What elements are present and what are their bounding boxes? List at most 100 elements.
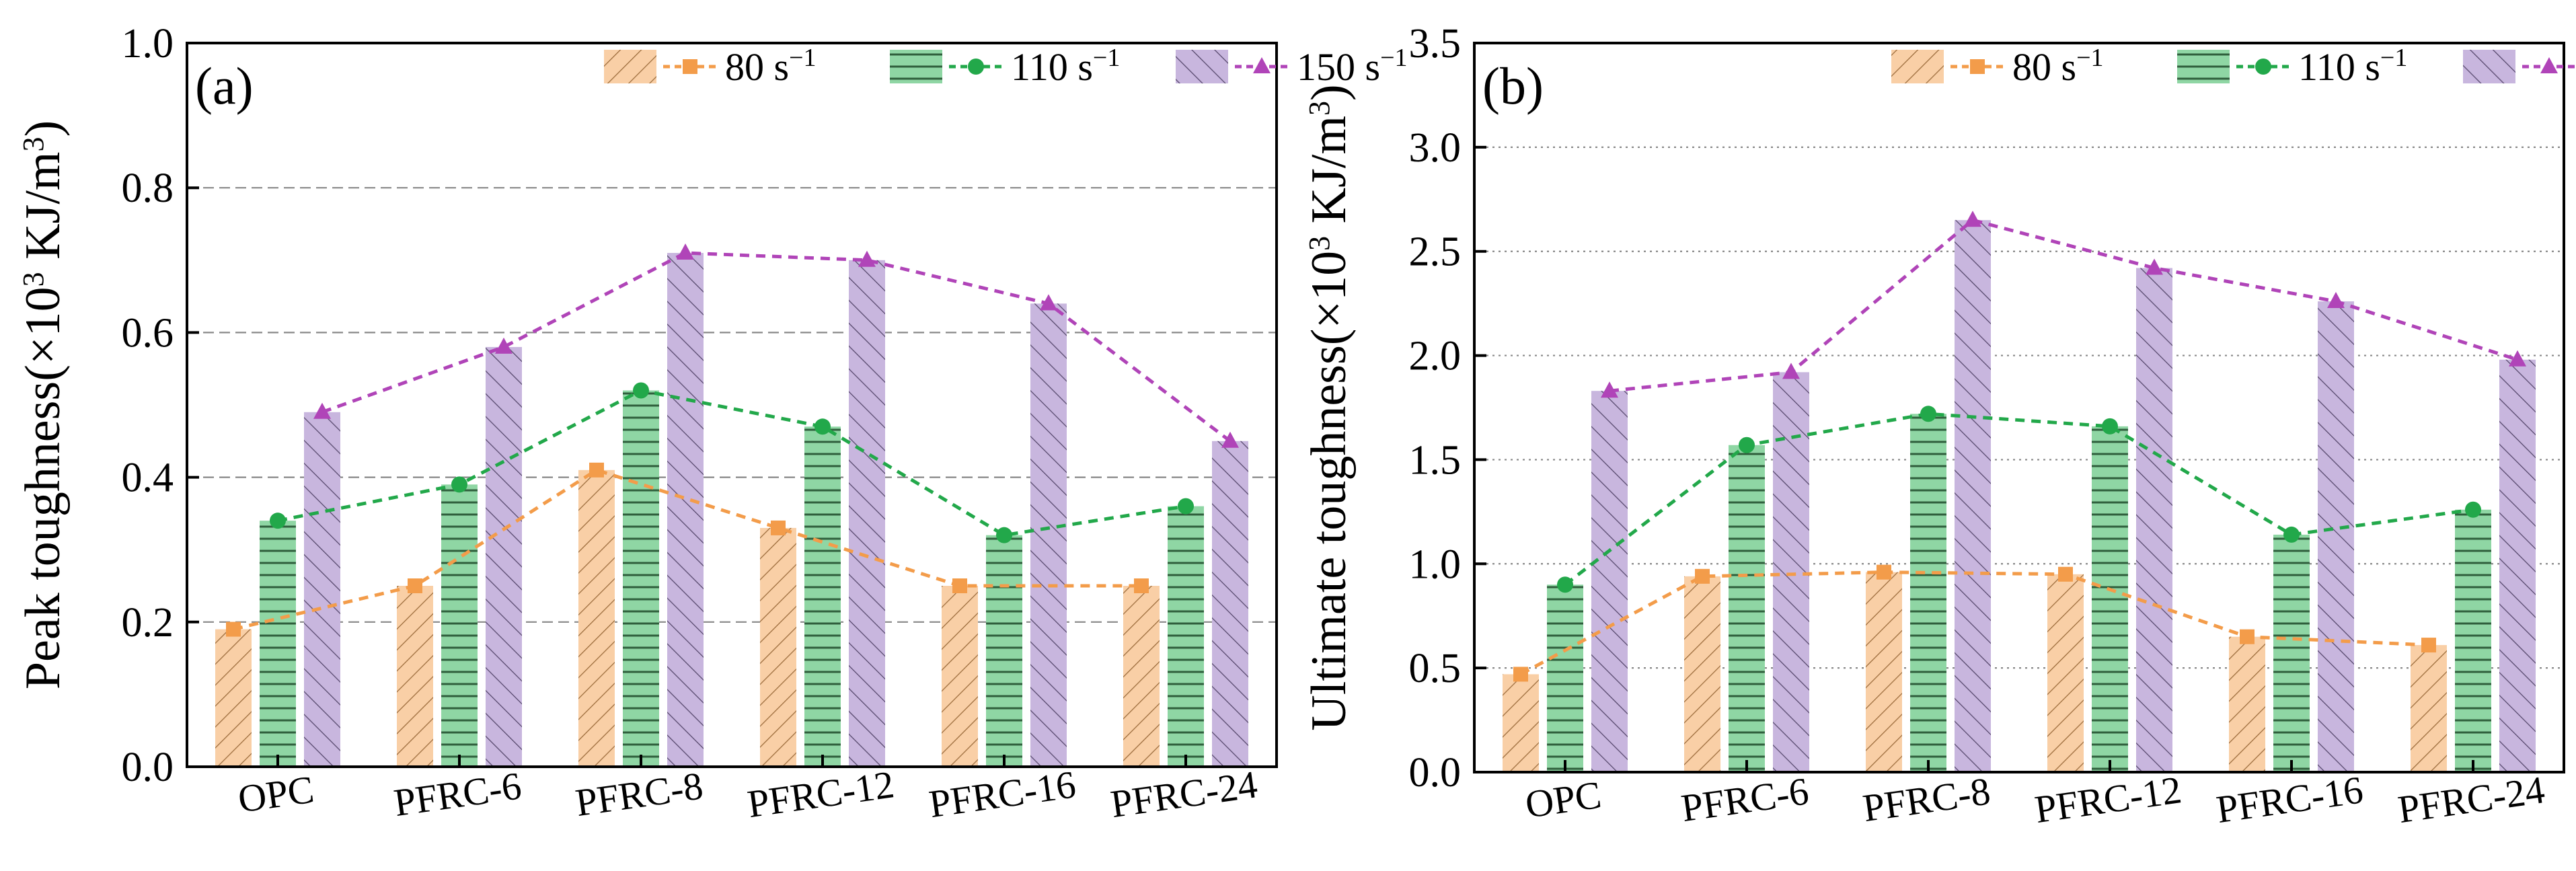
point-110-4 (996, 527, 1012, 543)
legend-marker-110 (968, 59, 984, 75)
bar-hatch-110-1 (1729, 445, 1765, 772)
point-110-1 (451, 476, 467, 493)
y-axis-label-text: Ultimate toughness(×10 (1301, 251, 1357, 731)
point-150-3 (2146, 258, 2163, 275)
legend-swatch-hatch-150 (1176, 50, 1228, 83)
point-150-0 (313, 402, 331, 419)
legend-label-text: 150 s (1297, 45, 1380, 89)
legend-label-text: 80 s (2012, 45, 2076, 89)
point-150-1 (1782, 363, 1800, 379)
legend-swatch-hatch-80 (604, 50, 656, 83)
legend-label-superscript: −1 (2076, 44, 2103, 72)
bar-hatch-80-5 (2411, 645, 2447, 772)
series-line-110 (277, 388, 1186, 537)
point-150-2 (677, 243, 694, 260)
bar-hatch-150-1 (1773, 372, 1809, 772)
legend-label-80: 80 s−1 (2012, 44, 2104, 89)
panel-label: (a) (195, 56, 254, 115)
bar-hatch-110-2 (1910, 414, 1946, 772)
bar-hatch-110-0 (1547, 584, 1583, 772)
x-tick-label: PFRC-24 (1108, 762, 1260, 826)
bar-hatch-150-2 (1955, 220, 1991, 772)
y-tick-label: 2.0 (1409, 334, 1462, 379)
legend-marker-150 (1253, 57, 1271, 73)
x-tick-label: OPC (1523, 773, 1604, 827)
axes-frame (1473, 42, 2565, 773)
point-110-5 (2465, 501, 2481, 518)
y-axis-label-superscript: 3 (1303, 101, 1336, 116)
bar-hatch-110-1 (441, 484, 478, 767)
legend-label-superscript: −1 (2380, 44, 2407, 72)
bar-hatch-80-1 (1684, 576, 1720, 772)
bar-hatch-80-0 (215, 629, 252, 767)
bar-hatch-150-5 (2499, 359, 2536, 772)
point-80-0 (1513, 667, 1528, 682)
y-axis-label-superscript: 3 (17, 137, 50, 152)
y-tick-label: 3.5 (1409, 21, 1462, 67)
bar-hatch-150-3 (849, 260, 885, 767)
legend-marker-80 (683, 59, 697, 74)
bar-hatch-80-4 (942, 586, 978, 767)
point-110-2 (633, 382, 649, 399)
bar-hatch-150-4 (1030, 303, 1067, 767)
bar-hatch-80-1 (397, 586, 433, 767)
point-80-0 (226, 621, 241, 637)
series-line-80 (1519, 570, 2429, 676)
legend-marker-80 (1970, 59, 1985, 74)
point-80-1 (1695, 568, 1710, 584)
bar-hatch-150-0 (1591, 391, 1628, 772)
y-axis-label-text: KJ/m (1301, 116, 1357, 236)
legend-swatch-hatch-110 (890, 50, 942, 83)
legend-swatch-hatch-80 (1891, 50, 1944, 83)
point-110-0 (270, 513, 286, 529)
point-80-4 (952, 578, 967, 593)
y-axis-label-text: ) (1301, 84, 1357, 101)
point-110-3 (2102, 418, 2118, 434)
series-line-150 (321, 251, 1232, 443)
legend-marker-110 (2255, 59, 2271, 75)
legend-label-text: 110 s (2298, 45, 2380, 89)
y-tick-label: 0.2 (122, 600, 174, 646)
point-110-2 (1920, 406, 1936, 422)
y-tick-label: 0.8 (122, 165, 174, 211)
point-80-5 (1134, 578, 1149, 593)
bar-hatch-80-2 (578, 469, 615, 767)
series-line-80 (233, 468, 1141, 631)
point-80-2 (1877, 564, 1891, 580)
x-tick-label: PFRC-6 (1679, 769, 1811, 830)
legend-label-text: 110 s (1011, 45, 1093, 89)
bar-hatch-80-0 (1503, 674, 1539, 772)
bar-hatch-110-3 (2092, 426, 2128, 772)
legend-label-superscript: −1 (1093, 44, 1120, 72)
y-tick-label: 0.6 (122, 310, 174, 356)
bar-hatch-150-2 (667, 253, 704, 767)
chart-panel-b: 0.0 0.5 1.0 1.5 2.0 2.5 3.0 3.5 OPC PFRC-6 PFRC-8 P… (1301, 21, 2576, 831)
bar-hatch-110-4 (986, 535, 1022, 767)
legend-swatch-hatch-110 (2177, 50, 2230, 83)
x-tick-label: PFRC-24 (2395, 767, 2547, 831)
point-150-5 (1221, 431, 1239, 448)
point-150-4 (2327, 292, 2345, 309)
y-tick-label: 3.0 (1409, 125, 1462, 171)
legend-label-110: 110 s−1 (1011, 44, 1120, 89)
y-axis-label-superscript: 3 (1303, 236, 1336, 251)
bar-hatch-150-4 (2318, 301, 2354, 772)
y-axis-label-text: KJ/m (15, 152, 71, 272)
legend-label-text: 80 s (725, 45, 789, 89)
bar-hatch-80-5 (1123, 586, 1160, 767)
point-150-4 (1040, 294, 1057, 311)
y-tick-label: 1.5 (1409, 437, 1462, 483)
point-110-1 (1739, 437, 1755, 453)
x-tick-label: PFRC-6 (391, 763, 524, 825)
point-80-3 (2058, 566, 2073, 582)
x-tick-label: PFRC-12 (2032, 767, 2184, 831)
point-80-2 (589, 462, 604, 478)
bar-hatch-150-0 (304, 412, 340, 767)
point-80-4 (2240, 629, 2255, 644)
series-line-150 (1609, 218, 2518, 393)
legend-label-110: 110 s−1 (2298, 44, 2407, 89)
point-110-0 (1557, 576, 1573, 593)
y-tick-label: 0.5 (1409, 646, 1462, 691)
bar-hatch-80-3 (2047, 574, 2084, 772)
